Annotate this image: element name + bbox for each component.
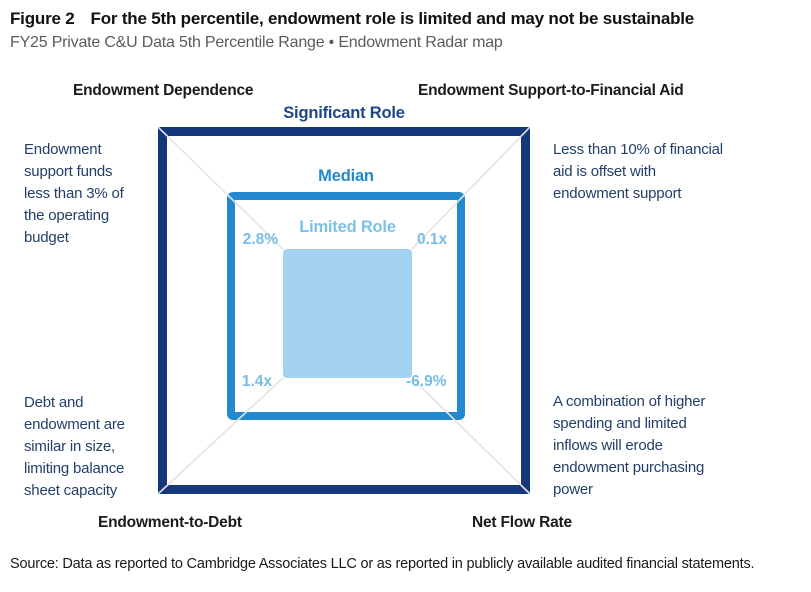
- axis-label-endowment-to-debt: Endowment-to-Debt: [98, 514, 242, 531]
- median-ring: [227, 192, 465, 420]
- axis-label-endowment-dependence: Endowment Dependence: [73, 82, 254, 99]
- figure-title: Figure 2 For the 5th percentile, endowmen…: [10, 9, 694, 29]
- source-note: Source: Data as reported to Cambridge As…: [10, 556, 755, 572]
- radar-diagonal-line-bottom-right: [411, 377, 531, 495]
- value-endowment-support-to-financial-aid: 0.1x: [417, 231, 448, 248]
- value-endowment-to-debt: 1.4x: [241, 373, 272, 390]
- significant-role-ring: [158, 127, 530, 494]
- radar-diagonal-line-bottom-left: [157, 377, 284, 495]
- radar-diagonal-line-top-right: [411, 126, 531, 250]
- annotation-net-flow-rate: A combination of higher spending and lim…: [553, 393, 706, 498]
- value-net-flow-rate: -6.9%: [406, 373, 447, 390]
- ring-label-median: Median: [318, 167, 374, 185]
- axis-label-endowment-support-to-financial-aid: Endowment Support-to-Financial Aid: [418, 82, 684, 99]
- figure-subtitle: FY25 Private C&U Data 5th Percentile Ran…: [10, 34, 503, 51]
- annotation-endowment-dependence: Endowment support funds less than 3% of …: [24, 141, 124, 246]
- limited-role-fill: [283, 249, 412, 378]
- value-endowment-dependence: 2.8%: [242, 231, 278, 248]
- annotation-endowment-support-to-financial-aid: Less than 10% of financial aid is offset…: [553, 141, 723, 202]
- figure-number: Figure 2: [10, 9, 75, 28]
- figure-title-text: For the 5th percentile, endowment role i…: [90, 9, 695, 28]
- annotation-endowment-to-debt: Debt and endowment are similar in size, …: [24, 394, 125, 499]
- radar-diagonal-line-top-left: [157, 126, 284, 250]
- axis-label-net-flow-rate: Net Flow Rate: [472, 514, 572, 531]
- ring-label-significant-role: Significant Role: [283, 104, 405, 122]
- ring-label-limited-role: Limited Role: [299, 218, 396, 236]
